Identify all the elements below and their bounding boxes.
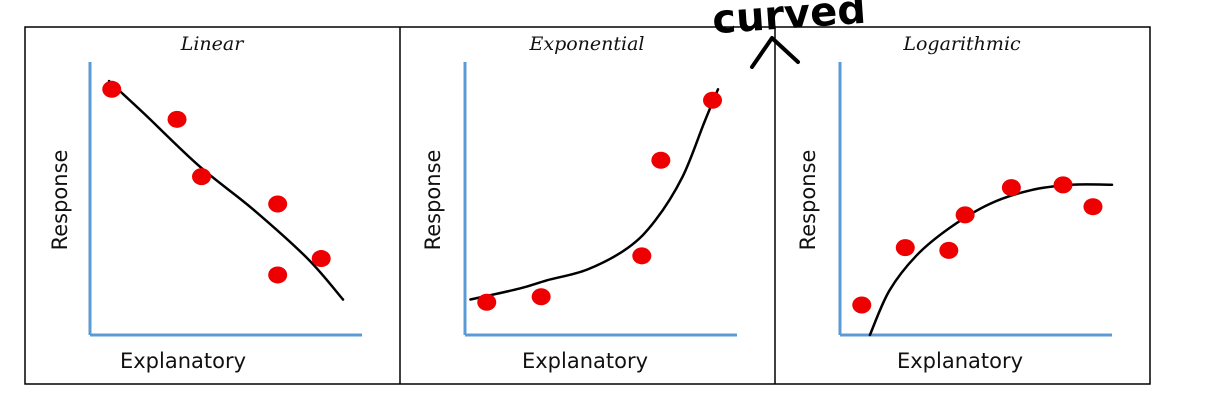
data-point: [852, 296, 872, 314]
data-point: [1001, 179, 1021, 197]
panel-logarithmic: Logarithmic Explanatory Response: [796, 33, 1114, 373]
y-axis-label: Response: [48, 150, 72, 251]
data-point: [632, 247, 652, 265]
x-axis-label: Explanatory: [897, 349, 1023, 373]
panel-title: Linear: [180, 33, 246, 55]
panel-exponential: Exponential Explanatory Response: [421, 33, 737, 373]
data-point: [531, 288, 551, 306]
data-point: [1083, 198, 1103, 216]
trend-curve: [107, 79, 345, 301]
plot-area: [838, 62, 1114, 337]
data-point: [939, 241, 959, 259]
caret-mark: [750, 36, 800, 69]
data-point: [651, 151, 671, 169]
data-point: [477, 293, 497, 311]
plot-area: [88, 62, 362, 337]
data-point: [268, 266, 288, 284]
x-axis-label: Explanatory: [522, 349, 648, 373]
plot-area: [463, 62, 737, 337]
panel-title: Logarithmic: [902, 33, 1021, 55]
figure-frame: [24, 26, 1151, 385]
panel-title: Exponential: [528, 33, 644, 55]
data-point: [268, 195, 288, 213]
data-point: [1053, 176, 1073, 194]
panel-linear: Linear Explanatory Response: [48, 33, 362, 373]
data-point: [955, 206, 975, 224]
data-point: [102, 80, 122, 98]
y-axis-label: Response: [421, 150, 445, 251]
data-point: [192, 168, 212, 186]
data-point: [703, 91, 723, 109]
x-axis-label: Explanatory: [120, 349, 246, 373]
data-point: [167, 110, 187, 128]
y-axis-label: Response: [796, 150, 820, 251]
trend-curve: [469, 88, 720, 301]
data-point: [311, 250, 331, 268]
data-point: [895, 239, 915, 257]
